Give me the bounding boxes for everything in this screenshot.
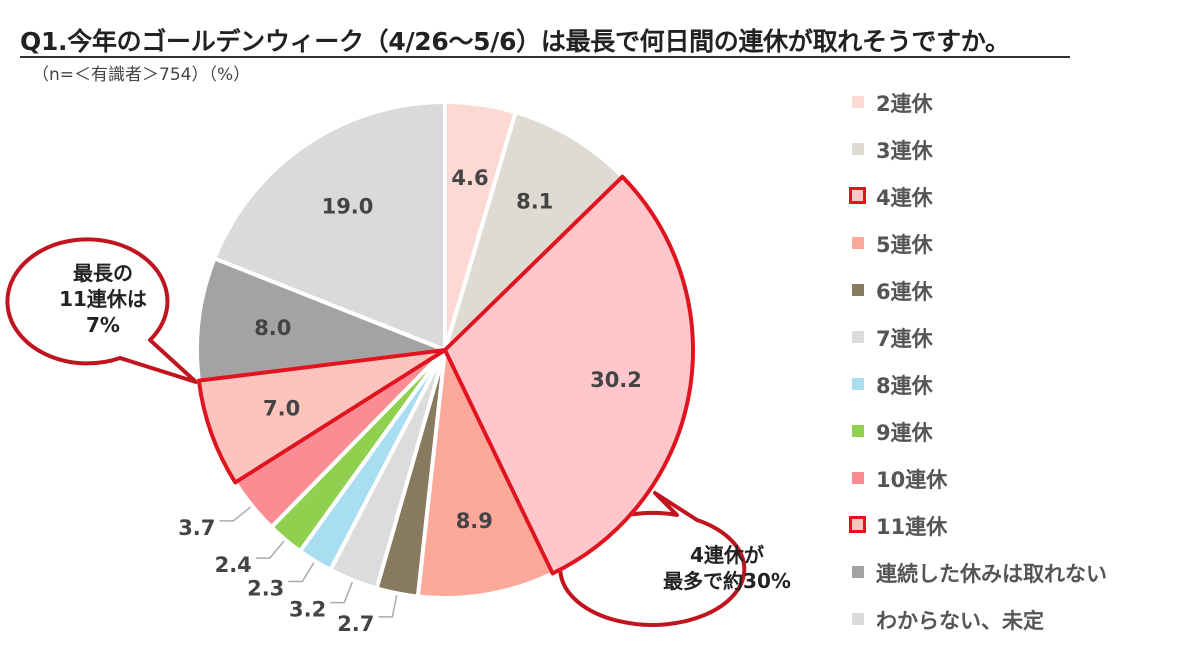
data-label-10: 8.0: [254, 316, 291, 340]
callout-bubbles: [5, 237, 747, 627]
data-label-6: 2.3: [247, 577, 284, 601]
legend-label: 3連休: [876, 139, 933, 163]
data-label-4: 2.7: [337, 612, 374, 636]
data-label-0: 4.6: [451, 166, 488, 190]
chart-title: Q1.今年のゴールデンウィーク（4/26～5/6）は最長で何日間の連休が取れそう…: [20, 27, 1010, 56]
legend-swatch: [852, 284, 864, 296]
legend-swatch: [852, 613, 864, 625]
legend-swatch: [852, 425, 864, 437]
data-label-9: 7.0: [263, 397, 300, 421]
legend-swatch: [852, 378, 864, 390]
callout-eleven-text: 最長の 11連休は 7%: [59, 261, 147, 337]
data-label-2: 30.2: [590, 368, 642, 392]
leader-line-5: [330, 581, 353, 604]
legend-label: 4連休: [876, 186, 933, 210]
legend-label: 6連休: [876, 280, 933, 304]
legend-label: わからない、未定: [876, 609, 1044, 633]
legend-label: 10連休: [876, 468, 948, 492]
data-label-11: 19.0: [322, 194, 374, 218]
data-label-5: 3.2: [289, 598, 326, 622]
pie-slice-1: [443, 110, 625, 352]
legend-swatch: [852, 96, 864, 108]
data-label-8: 3.7: [178, 516, 215, 540]
legend-label: 7連休: [876, 327, 933, 351]
chart-subtitle: （n=＜有識者＞754）（%）: [32, 65, 251, 85]
legend-label: 11連休: [876, 515, 948, 539]
data-label-3: 8.9: [456, 509, 493, 533]
pie-slice-11: [212, 100, 447, 352]
legend-label: 2連休: [876, 92, 933, 116]
legend-swatch: [849, 187, 866, 204]
legend-swatch: [852, 237, 864, 249]
pie-slice-10: [195, 256, 447, 383]
legend-swatch: [849, 516, 866, 533]
pie-slice-highlight-2: [443, 174, 695, 576]
leader-line-8: [219, 506, 251, 522]
legend-label: 5連休: [876, 233, 933, 257]
data-label-1: 8.1: [516, 189, 553, 213]
legend-swatch: [852, 472, 864, 484]
legend-swatch: [852, 331, 864, 343]
title-underline: [20, 56, 1070, 58]
pie-slice-3: [415, 348, 555, 600]
leader-line-4: [378, 595, 398, 618]
legend-label: 9連休: [876, 421, 933, 445]
data-label-7: 2.4: [215, 553, 252, 577]
legend-label: 8連休: [876, 374, 933, 398]
legend-label: 連続した休みは取れない: [876, 562, 1107, 586]
legend-swatch: [852, 566, 864, 578]
legend-swatch: [852, 143, 864, 155]
leader-line-6: [288, 562, 315, 583]
pie-slice-highlight-9: [196, 348, 447, 485]
callout-eleven-bubble: [5, 237, 198, 384]
leader-line-7: [255, 540, 285, 559]
callout-four-text: 4連休が 最多で約30%: [663, 543, 791, 593]
